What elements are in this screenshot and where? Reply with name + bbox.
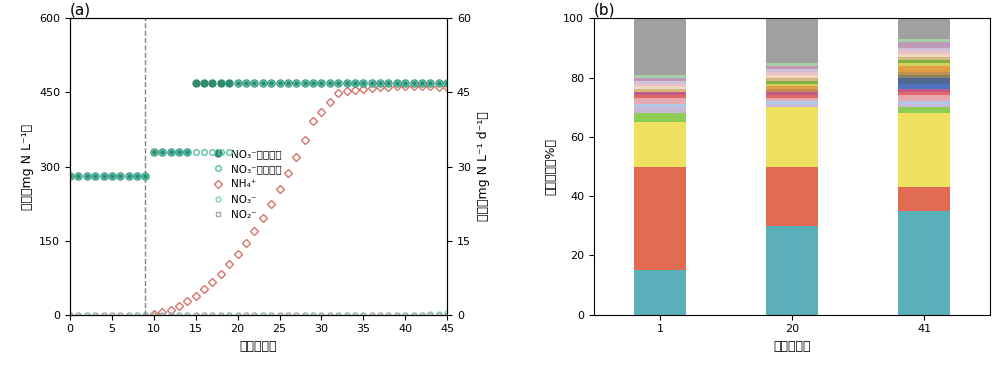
- Bar: [634, 113, 686, 122]
- Bar: [898, 18, 950, 39]
- Bar: [766, 75, 818, 78]
- Bar: [898, 54, 950, 57]
- Bar: [898, 48, 950, 51]
- Bar: [766, 98, 818, 101]
- Bar: [898, 60, 950, 63]
- Bar: [898, 104, 950, 107]
- Bar: [634, 89, 686, 93]
- Bar: [766, 89, 818, 93]
- Bar: [766, 101, 818, 104]
- Bar: [634, 167, 686, 270]
- Bar: [766, 107, 818, 167]
- Bar: [766, 69, 818, 72]
- Bar: [898, 66, 950, 72]
- Bar: [898, 75, 950, 78]
- Bar: [766, 78, 818, 81]
- Bar: [766, 81, 818, 83]
- Bar: [898, 63, 950, 66]
- Bar: [634, 270, 686, 315]
- Bar: [634, 107, 686, 113]
- Bar: [634, 83, 686, 86]
- Bar: [898, 57, 950, 60]
- Bar: [898, 83, 950, 89]
- Bar: [766, 63, 818, 66]
- Bar: [634, 93, 686, 96]
- Bar: [898, 78, 950, 83]
- Bar: [634, 96, 686, 98]
- Bar: [898, 51, 950, 54]
- Bar: [634, 86, 686, 89]
- Bar: [634, 98, 686, 104]
- Legend: NO₃⁻负载速率, NO₃⁻去除速率, NH₄⁺, NO₃⁻, NO₂⁻: NO₃⁻负载速率, NO₃⁻去除速率, NH₄⁺, NO₃⁻, NO₂⁻: [207, 149, 282, 220]
- Bar: [898, 72, 950, 75]
- Bar: [898, 93, 950, 96]
- Bar: [766, 83, 818, 86]
- Bar: [898, 96, 950, 101]
- Bar: [766, 86, 818, 89]
- Bar: [766, 96, 818, 98]
- Bar: [766, 18, 818, 63]
- Bar: [898, 113, 950, 187]
- Bar: [898, 39, 950, 42]
- Bar: [766, 104, 818, 107]
- Bar: [898, 107, 950, 113]
- Bar: [766, 93, 818, 96]
- Bar: [766, 66, 818, 69]
- Bar: [898, 89, 950, 93]
- Bar: [766, 72, 818, 75]
- X-axis label: 时间（天）: 时间（天）: [773, 340, 811, 353]
- Bar: [634, 81, 686, 83]
- Bar: [634, 104, 686, 107]
- Y-axis label: 速率（mg N L⁻¹ d⁻¹）: 速率（mg N L⁻¹ d⁻¹）: [477, 112, 490, 221]
- Bar: [634, 122, 686, 167]
- Bar: [898, 101, 950, 104]
- Bar: [634, 75, 686, 78]
- X-axis label: 时间（天）: 时间（天）: [240, 340, 277, 353]
- Bar: [766, 226, 818, 315]
- Bar: [634, 78, 686, 81]
- Bar: [898, 211, 950, 315]
- Bar: [766, 167, 818, 226]
- Bar: [898, 42, 950, 48]
- Text: (a): (a): [70, 2, 91, 17]
- Y-axis label: 浓度（mg N L⁻¹）: 浓度（mg N L⁻¹）: [21, 123, 34, 210]
- Y-axis label: 相对丰度（%）: 相对丰度（%）: [545, 138, 558, 195]
- Bar: [634, 18, 686, 75]
- Text: (b): (b): [594, 2, 616, 17]
- Bar: [898, 187, 950, 211]
